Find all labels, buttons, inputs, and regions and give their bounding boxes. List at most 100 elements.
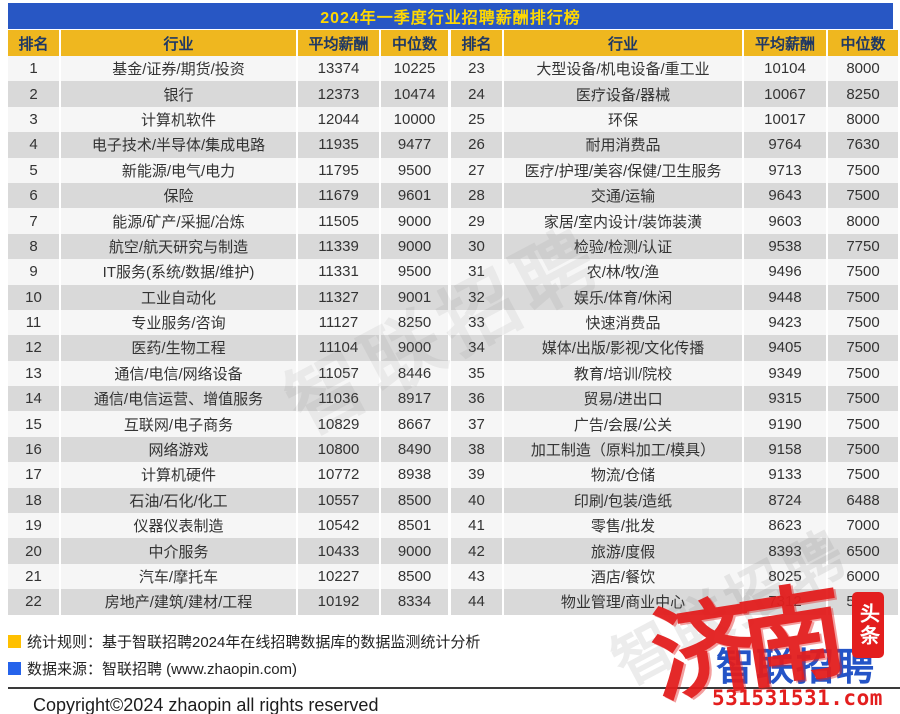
median-cell: 8490	[379, 436, 448, 463]
table-row: 14 通信/电信运营、增值服务 11036 8917	[8, 386, 448, 412]
avg-salary-cell: 10067	[742, 81, 827, 107]
table-row: 27 医疗/护理/美容/保健/卫生服务 9713 7500	[451, 157, 898, 183]
median-cell: 9000	[379, 335, 448, 361]
watermark-url-text: 531531531.com	[712, 686, 883, 710]
salary-table-right: 排名 行业 平均薪酬 中位数 23 大型设备/机电设备/重工业 10104 8000 2…	[451, 30, 898, 615]
copyright-text: Copyright©2024 zhaopin all rights reserv…	[33, 694, 379, 714]
industry-cell: 物流/仓储	[502, 462, 743, 488]
avg-salary-cell: 10227	[296, 563, 380, 590]
median-cell: 9500	[379, 157, 448, 183]
avg-salary-cell: 10192	[296, 589, 380, 615]
rank-cell: 8	[8, 233, 60, 260]
avg-salary-cell: 8724	[742, 487, 827, 514]
avg-salary-cell: 10542	[296, 513, 380, 539]
median-cell: 10000	[379, 106, 448, 133]
industry-cell: 基金/证券/期货/投资	[59, 56, 297, 82]
avg-salary-cell: 9643	[742, 182, 827, 209]
avg-salary-cell: 12373	[296, 81, 380, 107]
avg-salary-cell: 10433	[296, 538, 380, 564]
table-row: 38 加工制造（原料加工/模具） 9158 7500	[451, 436, 898, 463]
avg-salary-cell: 10772	[296, 462, 380, 488]
rank-cell: 38	[451, 436, 503, 463]
rank-cell: 16	[8, 436, 60, 463]
industry-cell: 耐用消费品	[502, 132, 743, 158]
table-row: 16 网络游戏 10800 8490	[8, 436, 448, 463]
rank-cell: 25	[451, 106, 503, 133]
avg-salary-cell: 10104	[742, 56, 827, 82]
avg-salary-cell: 9349	[742, 360, 827, 387]
rank-cell: 28	[451, 182, 503, 209]
avg-salary-cell: 9764	[742, 132, 827, 158]
rank-cell: 10	[8, 284, 60, 310]
table-row: 28 交通/运输 9643 7500	[451, 182, 898, 209]
industry-cell: 保险	[59, 182, 297, 209]
rank-cell: 35	[451, 360, 503, 387]
median-cell: 8667	[379, 411, 448, 437]
column-header-median: 中位数	[379, 30, 448, 56]
industry-cell: 医疗设备/器械	[502, 81, 743, 107]
table-row: 23 大型设备/机电设备/重工业 10104 8000	[451, 56, 898, 82]
rank-cell: 44	[451, 589, 503, 615]
rank-cell: 3	[8, 106, 60, 133]
median-cell: 7500	[826, 360, 898, 387]
rank-cell: 30	[451, 233, 503, 260]
industry-cell: 旅游/度假	[502, 538, 743, 564]
rank-cell: 9	[8, 259, 60, 285]
rank-cell: 22	[8, 589, 60, 615]
rank-cell: 26	[451, 132, 503, 158]
avg-salary-cell: 11057	[296, 360, 380, 387]
avg-salary-cell: 10557	[296, 487, 380, 514]
industry-cell: 专业服务/咨询	[59, 309, 297, 336]
industry-cell: 能源/矿产/采掘/冶炼	[59, 208, 297, 234]
industry-cell: 家居/室内设计/装饰装潢	[502, 208, 743, 234]
avg-salary-cell: 10017	[742, 106, 827, 133]
median-cell: 7500	[826, 157, 898, 183]
avg-salary-cell: 9603	[742, 208, 827, 234]
table-row: 34 媒体/出版/影视/文化传播 9405 7500	[451, 335, 898, 361]
median-cell: 7630	[826, 132, 898, 158]
median-cell: 9001	[379, 284, 448, 310]
table-row: 10 工业自动化 11327 9001	[8, 284, 448, 310]
table-row: 18 石油/石化/化工 10557 8500	[8, 487, 448, 514]
blue-square-bullet-icon	[8, 661, 21, 675]
median-cell: 7500	[826, 284, 898, 310]
median-cell: 7500	[826, 462, 898, 488]
industry-cell: IT服务(系统/数据/维护)	[59, 259, 297, 285]
industry-cell: 仪器仪表制造	[59, 513, 297, 539]
column-header-avg-salary: 平均薪酬	[296, 30, 380, 56]
median-cell: 7500	[826, 259, 898, 285]
badge-text: 头条	[856, 603, 879, 647]
median-cell: 7500	[826, 411, 898, 437]
rank-cell: 31	[451, 259, 503, 285]
rank-cell: 33	[451, 309, 503, 336]
industry-cell: 娱乐/体育/休闲	[502, 284, 743, 310]
industry-cell: 石油/石化/化工	[59, 487, 297, 514]
table-row: 11 专业服务/咨询 11127 8250	[8, 309, 448, 336]
median-cell: 7500	[826, 182, 898, 209]
rank-cell: 40	[451, 487, 503, 514]
rank-cell: 39	[451, 462, 503, 488]
avg-salary-cell: 11127	[296, 309, 380, 336]
table-row: 9 IT服务(系统/数据/维护) 11331 9500	[8, 259, 448, 285]
industry-cell: 计算机软件	[59, 106, 297, 133]
rank-cell: 12	[8, 335, 60, 361]
avg-salary-cell: 11505	[296, 208, 380, 234]
table-row: 15 互联网/电子商务 10829 8667	[8, 411, 448, 437]
rank-cell: 18	[8, 487, 60, 514]
avg-salary-cell: 10800	[296, 436, 380, 463]
table-row: 6 保险 11679 9601	[8, 182, 448, 209]
avg-salary-cell: 11327	[296, 284, 380, 310]
median-cell: 10225	[379, 56, 448, 82]
median-cell: 8917	[379, 386, 448, 412]
avg-salary-cell: 8623	[742, 513, 827, 539]
footnote-text: 数据来源：智联招聘 (www.zhaopin.com)	[27, 660, 298, 678]
table-row: 42 旅游/度假 8393 6500	[451, 538, 898, 564]
avg-salary-cell: 9190	[742, 411, 827, 437]
avg-salary-cell: 9538	[742, 233, 827, 260]
column-header-industry: 行业	[59, 30, 297, 56]
median-cell: 8000	[826, 106, 898, 133]
rank-cell: 27	[451, 157, 503, 183]
avg-salary-cell: 11795	[296, 157, 380, 183]
avg-salary-cell: 13374	[296, 56, 380, 82]
